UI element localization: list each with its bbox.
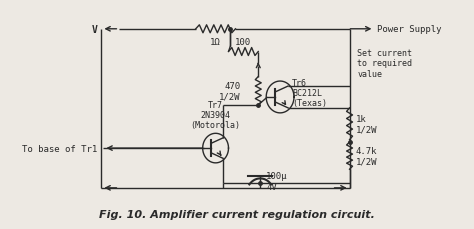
Text: To base of Tr1: To base of Tr1 <box>22 144 98 153</box>
Text: Tr6
BC212L
(Texas): Tr6 BC212L (Texas) <box>292 78 327 108</box>
Text: Power Supply: Power Supply <box>377 25 442 34</box>
Text: 1Ω: 1Ω <box>210 38 221 46</box>
Text: 1k
1/2W: 1k 1/2W <box>356 114 377 134</box>
Text: 100μ
4V: 100μ 4V <box>266 172 288 191</box>
Text: 100: 100 <box>235 38 251 47</box>
Text: Fig. 10. Amplifier current regulation circuit.: Fig. 10. Amplifier current regulation ci… <box>100 209 375 219</box>
Text: V: V <box>91 25 98 35</box>
Text: 4.7k
1/2W: 4.7k 1/2W <box>356 146 377 166</box>
Text: Tr7
2N3904
(Motorola): Tr7 2N3904 (Motorola) <box>191 100 241 130</box>
Text: 470
1/2W: 470 1/2W <box>219 82 240 101</box>
Text: Set current
to required
value: Set current to required value <box>357 49 412 78</box>
